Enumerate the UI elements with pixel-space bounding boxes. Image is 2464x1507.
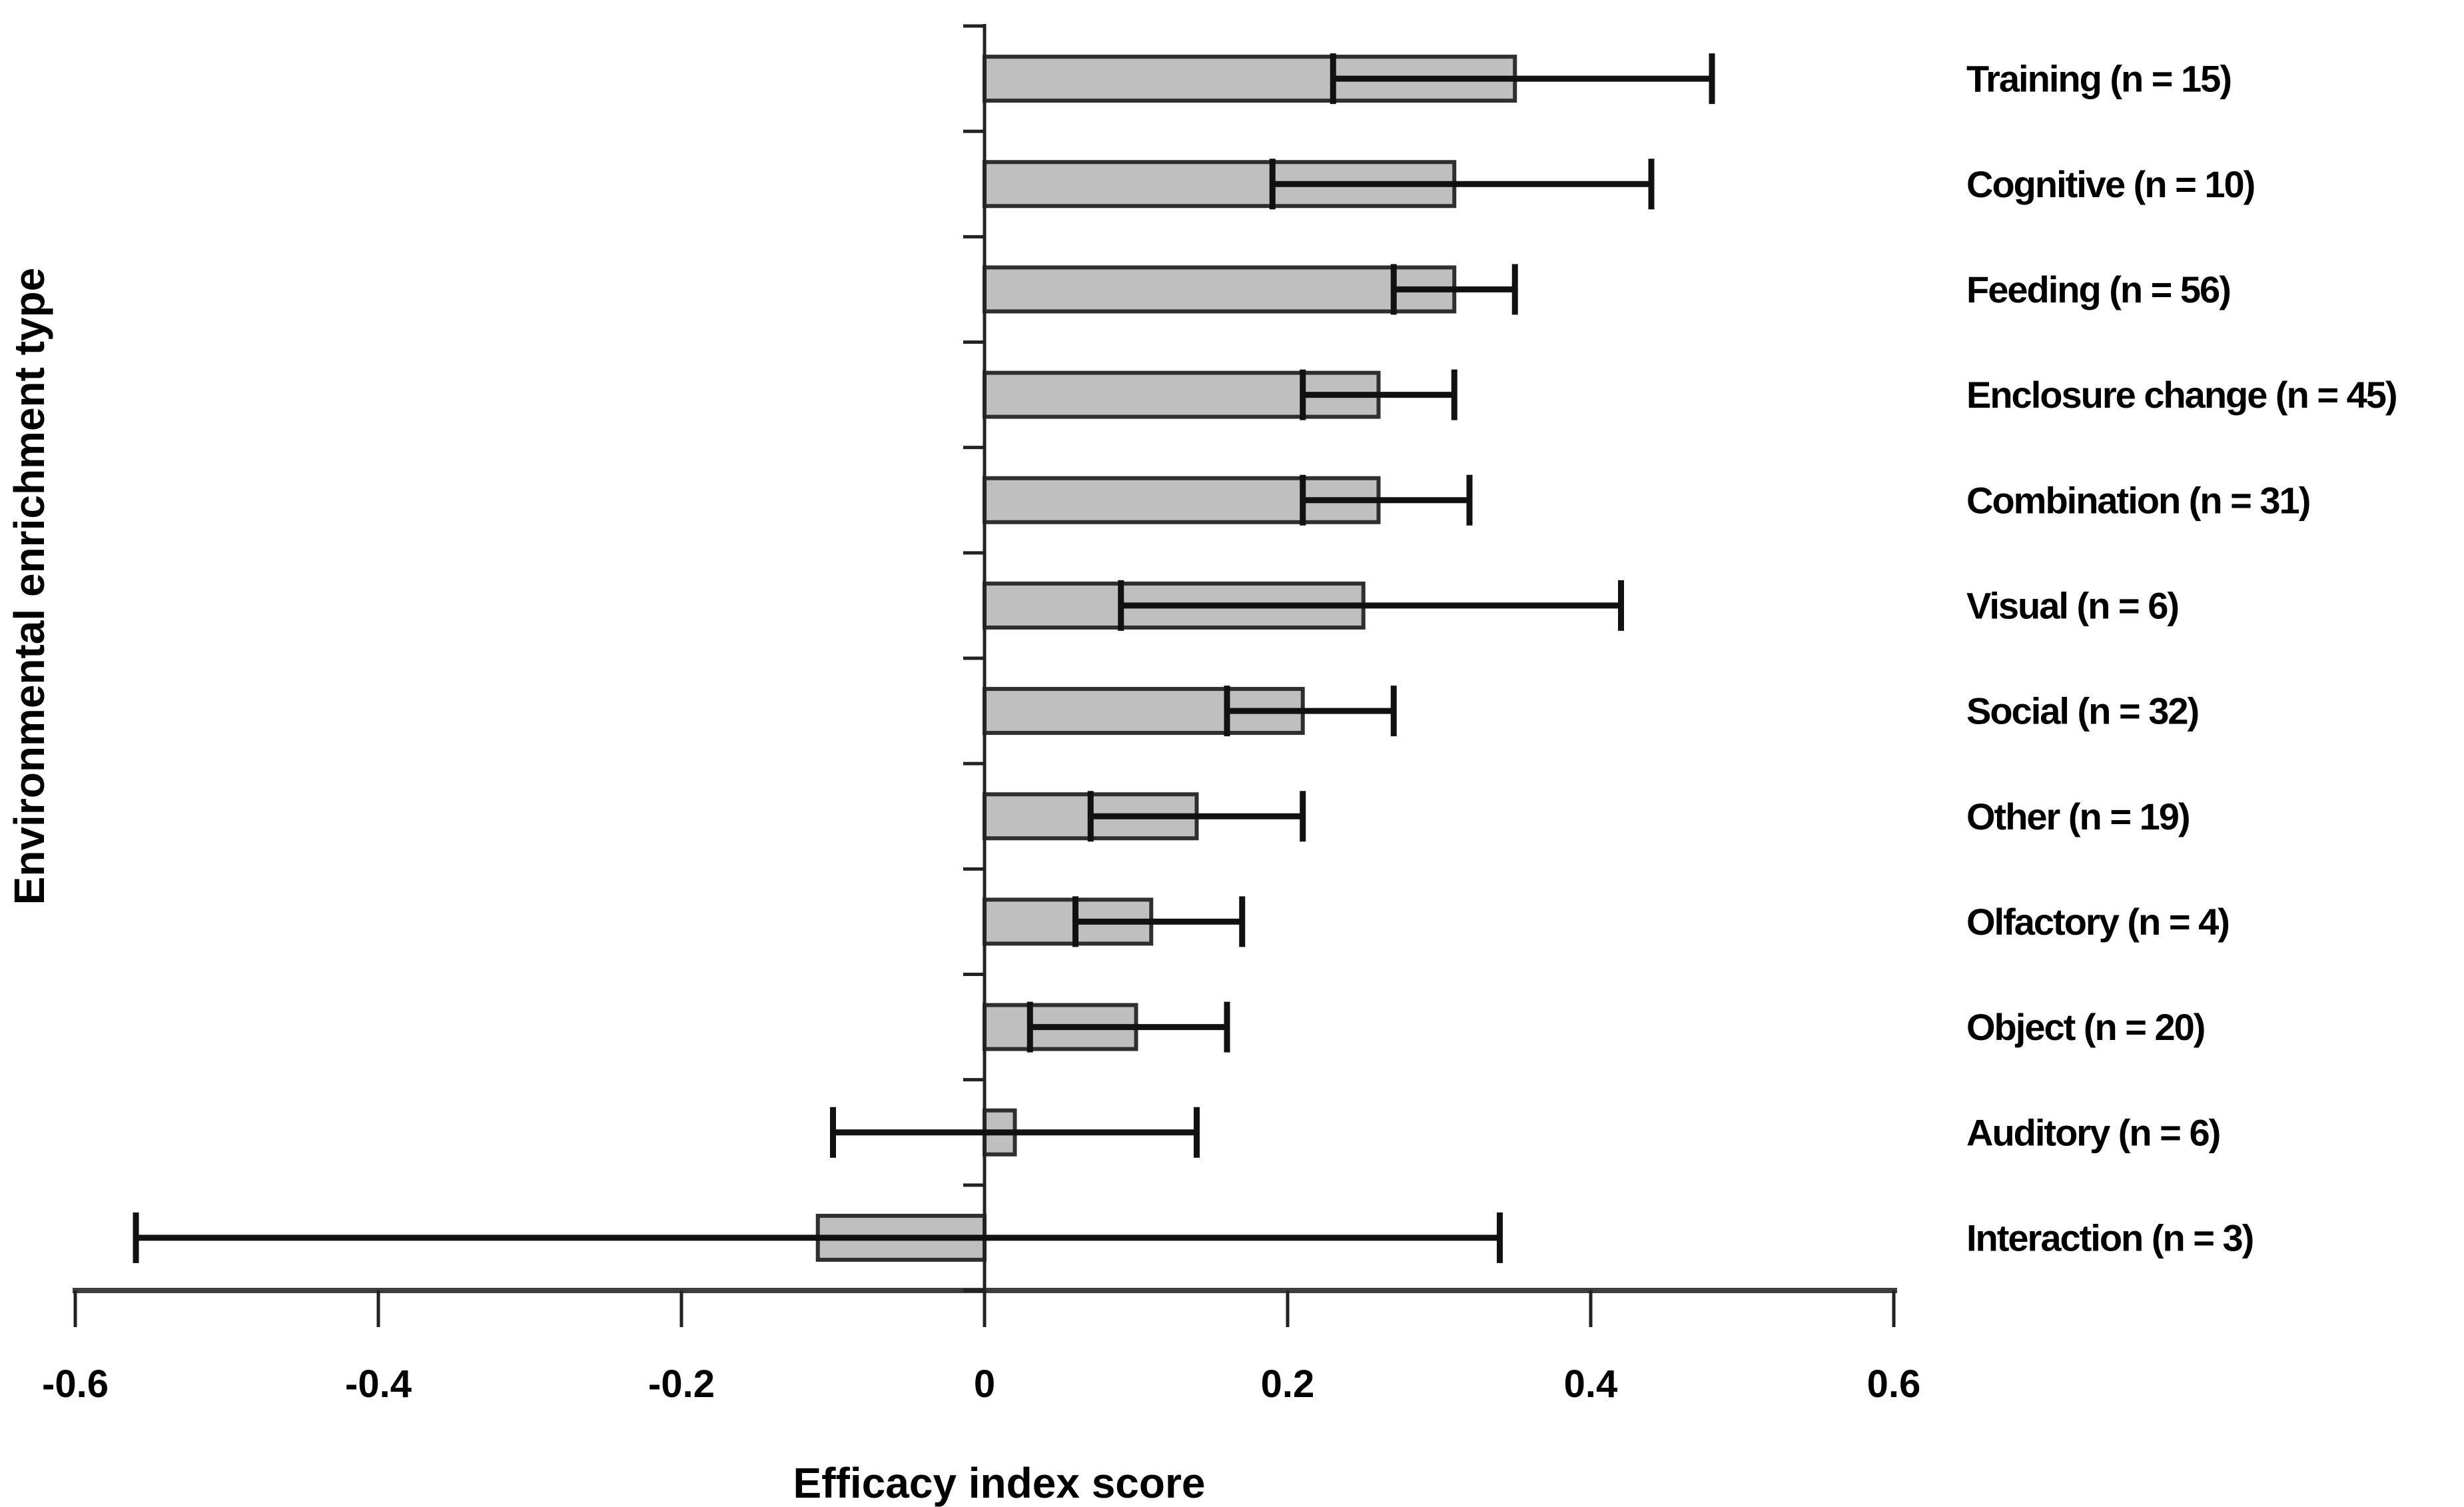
error-bar [830,1107,1200,1158]
error-bar [1118,580,1624,631]
error-bar [1330,53,1715,105]
category-label: Olfactory (n = 4) [1966,901,2229,943]
category-label: Feeding (n = 56) [1966,268,2230,310]
x-tick-label: 0.2 [1261,1362,1315,1406]
x-tick-label: 0 [974,1362,995,1406]
error-bar [1072,896,1246,947]
category-label: Interaction (n = 3) [1966,1217,2253,1258]
category-label: Auditory (n = 6) [1966,1111,2220,1153]
x-tick-label: 0.6 [1867,1362,1921,1406]
error-bar [1027,1001,1230,1053]
category-label: Other (n = 19) [1966,795,2190,837]
labels-layer: -0.6 -0.4 -0.2 0 0.2 0.4 0.6 Training (n = 15) C… [42,58,2398,1406]
x-tick-label: 0.4 [1564,1362,1618,1406]
x-axis-title: Efficacy index score [793,1459,1206,1507]
error-bar [1224,686,1397,737]
category-label: Object (n = 20) [1966,1006,2204,1048]
axes-layer [73,24,1897,1327]
error-bar [1300,474,1473,526]
category-label: Social (n = 32) [1966,690,2198,732]
category-label: Visual (n = 6) [1966,584,2178,626]
bars-layer [815,55,1517,1262]
error-bar [1087,791,1306,842]
y-axis-title: Environmental enrichment type [5,268,53,905]
error-bar [1269,159,1655,210]
bar [983,265,1457,314]
x-tick-label: -0.6 [42,1362,109,1406]
error-bar [1300,369,1457,420]
category-label: Combination (n = 31) [1966,479,2309,521]
x-tick-label: -0.2 [648,1362,715,1406]
category-label: Enclosure change (n = 45) [1966,374,2397,416]
error-bars-layer [133,53,1715,1263]
error-bar [133,1212,1503,1263]
category-label: Cognitive (n = 10) [1966,163,2254,205]
category-label: Training (n = 15) [1966,58,2231,100]
error-bar [1390,264,1518,315]
x-tick-label: -0.4 [345,1362,412,1406]
